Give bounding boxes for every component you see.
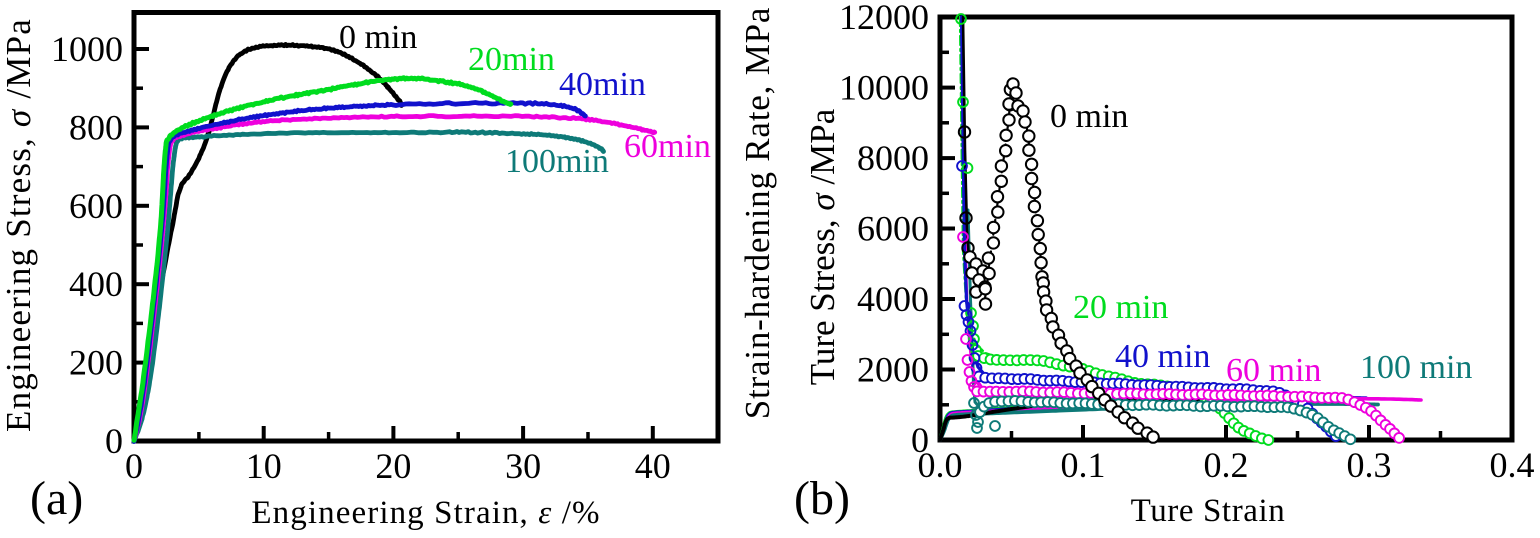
svg-text:0 min: 0 min — [1050, 98, 1128, 135]
svg-text:10000: 10000 — [839, 68, 929, 108]
svg-text:6000: 6000 — [857, 209, 929, 249]
svg-text:40 min: 40 min — [1115, 338, 1210, 375]
svg-text:60min: 60min — [624, 128, 711, 165]
svg-text:Engineering Strain, ε /%: Engineering Strain, ε /% — [251, 495, 600, 531]
svg-text:0 min: 0 min — [339, 19, 417, 56]
svg-text:20: 20 — [375, 446, 411, 486]
svg-text:12000: 12000 — [839, 0, 929, 37]
svg-text:Engineering Stress, σ /MPa: Engineering Stress, σ /MPa — [0, 18, 38, 432]
svg-text:100 min: 100 min — [1360, 349, 1472, 386]
svg-text:20 min: 20 min — [1073, 289, 1168, 326]
svg-text:0.1: 0.1 — [1061, 445, 1106, 485]
svg-text:Ture Strain: Ture Strain — [1131, 493, 1286, 529]
svg-text:20min: 20min — [468, 41, 555, 78]
svg-text:0.2: 0.2 — [1204, 445, 1249, 485]
svg-text:Ture Stress, σ /MPa: Ture Stress, σ /MPa — [803, 108, 842, 385]
svg-text:0.4: 0.4 — [1490, 445, 1535, 485]
svg-text:(b): (b) — [794, 472, 850, 525]
svg-text:40min: 40min — [559, 66, 646, 103]
svg-text:400: 400 — [69, 264, 123, 304]
svg-text:4000: 4000 — [857, 279, 929, 319]
svg-text:8000: 8000 — [857, 138, 929, 178]
svg-text:0.0: 0.0 — [918, 445, 963, 485]
svg-text:800: 800 — [69, 107, 123, 147]
svg-text:0: 0 — [911, 420, 929, 460]
svg-text:200: 200 — [69, 343, 123, 383]
svg-text:1000: 1000 — [51, 29, 123, 69]
svg-text:10: 10 — [246, 446, 282, 486]
svg-text:(a): (a) — [30, 472, 83, 525]
svg-text:0: 0 — [105, 421, 123, 461]
svg-text:2000: 2000 — [857, 350, 929, 390]
svg-text:0: 0 — [125, 446, 143, 486]
svg-text:30: 30 — [505, 446, 541, 486]
svg-text:0.3: 0.3 — [1347, 445, 1392, 485]
svg-text:40: 40 — [635, 446, 671, 486]
svg-text:600: 600 — [69, 186, 123, 226]
svg-text:Strain-hardening Rate, MPa: Strain-hardening Rate, MPa — [738, 7, 777, 420]
svg-text:100min: 100min — [505, 143, 609, 180]
svg-text:60 min: 60 min — [1226, 352, 1321, 389]
